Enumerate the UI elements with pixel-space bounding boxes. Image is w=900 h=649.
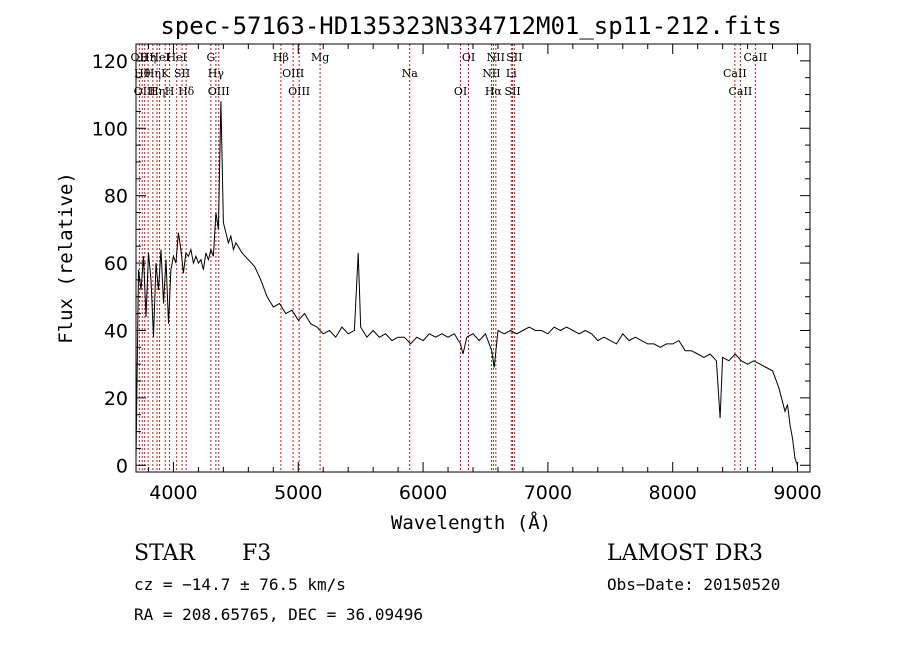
line-marker-label: Hγ <box>208 67 225 80</box>
x-tick-label: 8000 <box>649 482 697 504</box>
y-tick-label: 80 <box>104 186 128 208</box>
observation-date: Obs−Date: 20150520 <box>607 575 780 594</box>
line-marker-label: OI <box>454 85 467 98</box>
line-marker-label: K <box>161 67 170 80</box>
line-marker-label: CaII <box>723 67 747 80</box>
line-marker-label: Hβ <box>273 51 289 64</box>
chart-title: spec-57163-HD135323N334712M01_sp11-212.f… <box>160 12 781 40</box>
x-tick-label: 4000 <box>149 482 197 504</box>
line-marker-label: Hη <box>145 67 161 80</box>
plot-frame <box>135 43 811 473</box>
line-marker-label: Hδ <box>178 85 195 98</box>
object-subclass: F3 <box>242 541 271 566</box>
line-marker-label: Mg <box>311 51 329 64</box>
x-axis-label: Wavelength (Å) <box>391 511 551 534</box>
coordinates: RA = 208.65765, DEC = 36.09496 <box>134 605 423 624</box>
line-marker-label: NII <box>482 67 500 80</box>
y-axis-ticks: 0 20 40 60 80 100 120 <box>92 51 810 477</box>
x-tick-label: 7000 <box>524 482 572 504</box>
y-tick-label: 0 <box>116 455 128 477</box>
line-marker-label: CaII <box>743 51 767 64</box>
line-marker-label: G <box>206 51 215 64</box>
line-marker-label: Na <box>402 67 419 80</box>
y-tick-label: 40 <box>104 320 128 342</box>
redshift-cz: cz = −14.7 ± 76.5 km/s <box>134 575 346 594</box>
survey-name: LAMOST DR3 <box>607 541 763 566</box>
object-class: STAR <box>134 541 196 566</box>
y-tick-label: 20 <box>104 388 128 410</box>
line-marker-label: Hη <box>149 85 165 98</box>
y-axis-label: Flux (relative) <box>55 172 77 344</box>
y-tick-label: 120 <box>92 51 128 73</box>
line-marker-label: OI <box>462 51 475 64</box>
spectrum-series-line <box>135 101 798 466</box>
x-tick-label: 9000 <box>773 482 821 504</box>
line-marker-label: OIII <box>208 85 230 98</box>
line-marker-label: HeI <box>149 51 169 64</box>
line-marker-label: Li <box>506 67 517 80</box>
line-marker-label: OIII <box>282 67 304 80</box>
x-tick-label: 5000 <box>274 482 322 504</box>
line-marker-label: HeI <box>166 51 186 64</box>
y-tick-label: 60 <box>104 253 128 275</box>
line-marker-label: SII <box>504 85 520 98</box>
line-marker-label: CaII <box>729 85 753 98</box>
line-markers <box>138 44 756 472</box>
line-marker-label: Hα <box>485 85 503 98</box>
line-marker-label: H <box>165 85 175 98</box>
y-tick-label: 100 <box>92 118 128 140</box>
x-axis-ticks: 4000 5000 6000 7000 8000 9000 <box>147 44 822 504</box>
line-marker-label: SII <box>174 67 190 80</box>
line-marker-label: OIII <box>288 85 310 98</box>
x-tick-label: 6000 <box>399 482 447 504</box>
line-marker-label: SII <box>506 51 522 64</box>
line-marker-labels: OIIHθOIIIHηHηHηHeIKHHeISIIHδGHγOIIIHβOII… <box>131 51 768 98</box>
line-marker-label: NII <box>487 51 505 64</box>
line-marker-label: Hθ <box>134 67 151 80</box>
